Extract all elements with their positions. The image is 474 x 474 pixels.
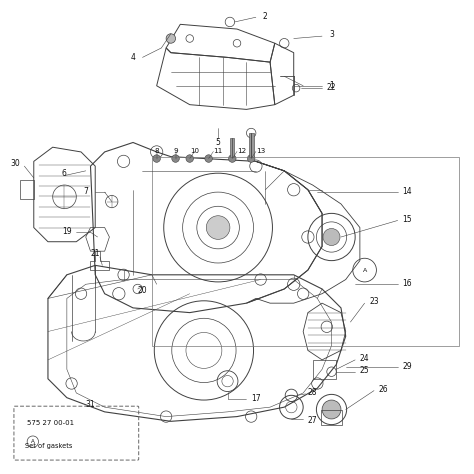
Text: A: A [363,268,367,273]
Text: 575 27 00-01: 575 27 00-01 [27,420,74,426]
Text: 6: 6 [62,169,67,178]
Text: 26: 26 [379,385,388,394]
Text: 28: 28 [308,389,318,398]
Text: 23: 23 [369,297,379,306]
Text: 2: 2 [263,12,268,21]
Circle shape [322,400,341,419]
Text: 5: 5 [216,138,220,147]
Text: 11: 11 [213,148,223,154]
Text: 8: 8 [155,148,159,154]
Circle shape [172,155,179,162]
Text: 31: 31 [86,400,95,409]
Text: 15: 15 [402,215,412,224]
Text: 1: 1 [329,81,334,90]
Text: 12: 12 [237,148,246,154]
Circle shape [166,34,175,43]
Text: 10: 10 [190,148,199,154]
Text: 4: 4 [131,53,136,62]
Circle shape [153,155,160,162]
Text: 22: 22 [327,82,336,91]
Text: 21: 21 [91,249,100,258]
Bar [152,156,459,346]
Text: 25: 25 [360,366,369,375]
Bar [249,133,254,156]
Circle shape [186,155,193,162]
Text: 29: 29 [402,362,412,371]
Text: A: A [31,439,35,444]
Text: 9: 9 [173,148,178,154]
Circle shape [323,228,340,246]
Circle shape [205,155,212,162]
Text: 14: 14 [402,187,412,196]
Text: 3: 3 [329,30,334,39]
Circle shape [228,155,236,162]
Circle shape [247,155,255,162]
Text: 20: 20 [137,286,147,295]
Text: 13: 13 [256,148,265,154]
Text: 7: 7 [83,187,88,196]
Bar [321,410,342,425]
Text: 30: 30 [10,159,20,168]
Text: 16: 16 [402,279,412,288]
Text: Set of gaskets: Set of gaskets [25,443,73,449]
Text: 19: 19 [62,227,72,236]
Text: 24: 24 [360,355,369,364]
Text: 17: 17 [251,394,261,403]
Text: 27: 27 [308,416,318,425]
Bar [230,138,234,156]
Circle shape [206,216,230,239]
